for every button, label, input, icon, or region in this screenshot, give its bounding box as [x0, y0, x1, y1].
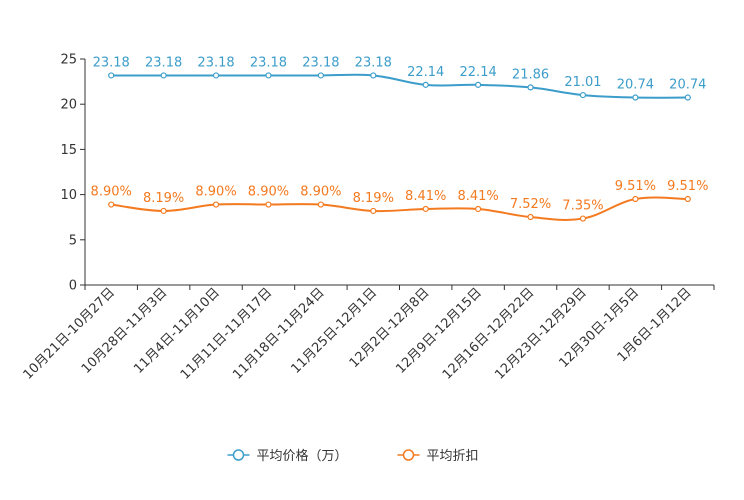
data-point[interactable]	[632, 195, 639, 203]
x-tick-label: 12月16日-12月22日	[440, 285, 537, 382]
data-label: 20.74	[617, 78, 654, 93]
data-label: 22.14	[460, 65, 497, 80]
data-label: 9.51%	[667, 179, 708, 194]
data-label: 9.51%	[615, 179, 656, 194]
data-point[interactable]	[475, 205, 482, 213]
data-label: 23.18	[93, 55, 130, 70]
data-label: 8.90%	[248, 185, 289, 200]
legend[interactable]: 平均价格（万） 平均折扣	[227, 448, 479, 464]
y-tick-label: 10	[60, 188, 77, 203]
data-label: 8.41%	[457, 189, 498, 204]
data-label: 20.74	[669, 78, 706, 93]
y-tick-label: 5	[69, 233, 77, 248]
y-tick-label: 15	[60, 143, 77, 158]
series-layer	[108, 72, 691, 222]
data-point[interactable]	[579, 91, 587, 99]
y-tick-label: 25	[60, 53, 77, 68]
data-point[interactable]	[370, 207, 377, 215]
data-label: 21.01	[564, 75, 601, 90]
legend-marker-icon	[402, 449, 415, 461]
series-line-2	[111, 196, 688, 221]
data-point[interactable]	[475, 81, 482, 88]
y-tick-label: 20	[60, 98, 77, 113]
data-point[interactable]	[160, 207, 167, 215]
data-label: 23.18	[145, 55, 182, 70]
data-labels-layer: 23.18 23.18 23.18 23.18 23.18 23.18 22.14 22.14…	[91, 55, 709, 213]
data-point[interactable]	[265, 201, 272, 208]
data-point[interactable]	[579, 215, 587, 222]
data-label: 8.90%	[91, 185, 132, 200]
x-tick-label: 12月23日-12月29日	[492, 285, 589, 382]
x-tick-label: 10月21日-10月27日	[21, 285, 118, 382]
data-point[interactable]	[370, 72, 377, 79]
legend-label: 平均价格（万）	[257, 448, 348, 464]
data-label: 8.90%	[195, 185, 236, 200]
data-point[interactable]	[160, 72, 167, 79]
data-point[interactable]	[265, 72, 272, 79]
x-tick-label: 11月18日-11月24日	[230, 285, 327, 382]
data-point[interactable]	[108, 72, 115, 79]
series-line-1	[111, 73, 688, 99]
data-label: 8.90%	[300, 185, 341, 200]
data-label: 23.18	[197, 55, 234, 70]
axes: 051015202510月21日-10月27日10月28日-11月3日11月4日…	[21, 53, 715, 383]
data-label: 23.18	[250, 55, 287, 70]
legend-item-1[interactable]: 平均价格（万）	[227, 448, 348, 464]
data-point[interactable]	[108, 201, 115, 208]
legend-marker-icon	[232, 449, 245, 461]
data-point[interactable]	[317, 201, 324, 208]
data-point[interactable]	[684, 195, 691, 203]
data-point[interactable]	[212, 201, 220, 208]
y-tick-label: 0	[69, 279, 77, 294]
data-point[interactable]	[422, 81, 429, 88]
data-point[interactable]	[684, 94, 691, 101]
data-label: 21.86	[512, 67, 549, 82]
data-point[interactable]	[527, 213, 534, 221]
data-point[interactable]	[632, 94, 639, 101]
data-point[interactable]	[527, 84, 534, 91]
x-tick-label: 11月11日-11月17日	[178, 285, 275, 382]
data-label: 7.52%	[510, 197, 551, 212]
data-point[interactable]	[422, 205, 429, 213]
data-point[interactable]	[317, 72, 324, 79]
data-label: 8.41%	[405, 189, 446, 204]
data-label: 8.19%	[353, 191, 394, 206]
data-label: 7.35%	[562, 199, 603, 214]
legend-item-2[interactable]: 平均折扣	[397, 449, 479, 464]
data-label: 23.18	[302, 55, 339, 70]
data-label: 22.14	[407, 65, 444, 80]
data-label: 8.19%	[143, 191, 184, 206]
data-label: 23.18	[355, 55, 392, 70]
legend-label: 平均折扣	[427, 449, 479, 464]
data-point[interactable]	[212, 72, 220, 79]
